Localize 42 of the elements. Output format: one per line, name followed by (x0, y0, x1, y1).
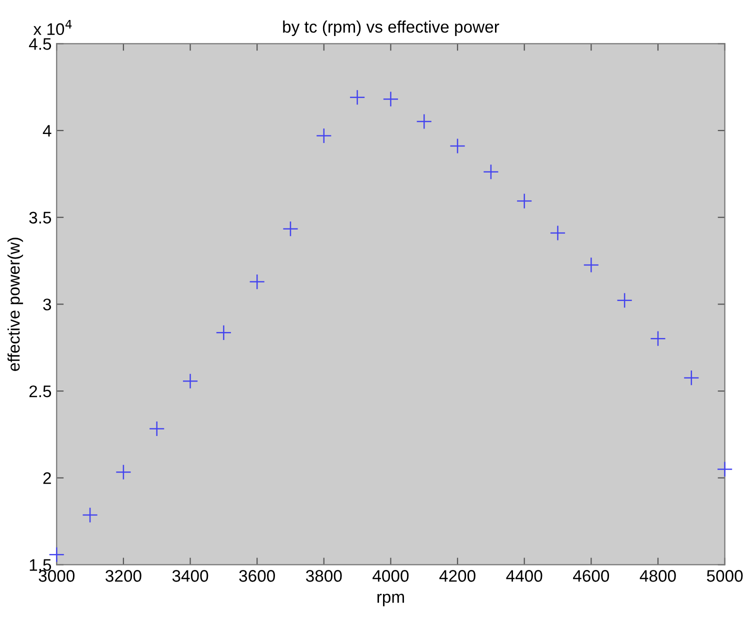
point (650, 330, 666, 346)
point (216, 324, 232, 341)
y-tick-label: 4 (42, 125, 52, 137)
y-axis-title: effective power(w) (8, 238, 24, 371)
x-tick-label: 5000 (706, 570, 743, 582)
point (483, 164, 499, 180)
x-tick-label: 3600 (239, 570, 275, 582)
point (116, 464, 132, 480)
x-tick-label: 4000 (372, 570, 409, 582)
point (282, 220, 298, 237)
text: x 10$^{4}$ (33, 20, 72, 36)
y-tick-label: 2 (43, 472, 51, 484)
x-tick-label: 4600 (573, 570, 610, 582)
point (182, 373, 198, 390)
x-tick-label: 3200 (106, 570, 142, 582)
point (148, 420, 165, 437)
point (316, 128, 332, 144)
x-tick-label: 4200 (439, 570, 476, 582)
x-axis-title: rpm (377, 594, 404, 606)
x-tick-label: 4800 (640, 570, 676, 582)
y-tick-label: 4.5 (28, 38, 52, 50)
x-tick-label: 3000 (38, 570, 75, 582)
point (249, 274, 265, 290)
point (516, 193, 532, 209)
point (683, 370, 700, 386)
point (550, 225, 566, 241)
point (416, 114, 432, 130)
y-tick-label: 2.5 (29, 385, 52, 398)
chart-title: by tc (rpm) vs effective power (283, 20, 500, 36)
point (382, 91, 399, 107)
y-tick-label: 1.5 (30, 559, 52, 571)
y-tick-label: 3 (43, 298, 52, 310)
point (583, 257, 600, 273)
point (349, 89, 366, 106)
y-tick-label: 3.5 (29, 212, 52, 224)
point (716, 461, 733, 478)
point (616, 292, 632, 308)
x-tick-label: 3800 (306, 570, 342, 582)
x-tick-label: 4400 (506, 570, 542, 582)
x-tick-label: 3400 (172, 570, 208, 582)
point (82, 507, 98, 523)
point (450, 138, 466, 154)
